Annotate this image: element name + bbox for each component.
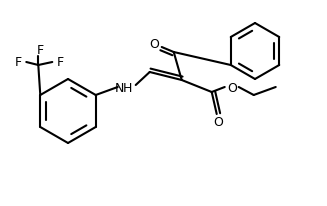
Text: F: F — [37, 43, 44, 56]
Text: F: F — [57, 56, 64, 69]
Text: O: O — [213, 116, 223, 129]
Text: N: N — [115, 81, 124, 94]
Text: O: O — [149, 38, 159, 51]
Text: F: F — [15, 56, 22, 69]
Text: O: O — [227, 81, 237, 94]
Text: H: H — [123, 81, 132, 94]
